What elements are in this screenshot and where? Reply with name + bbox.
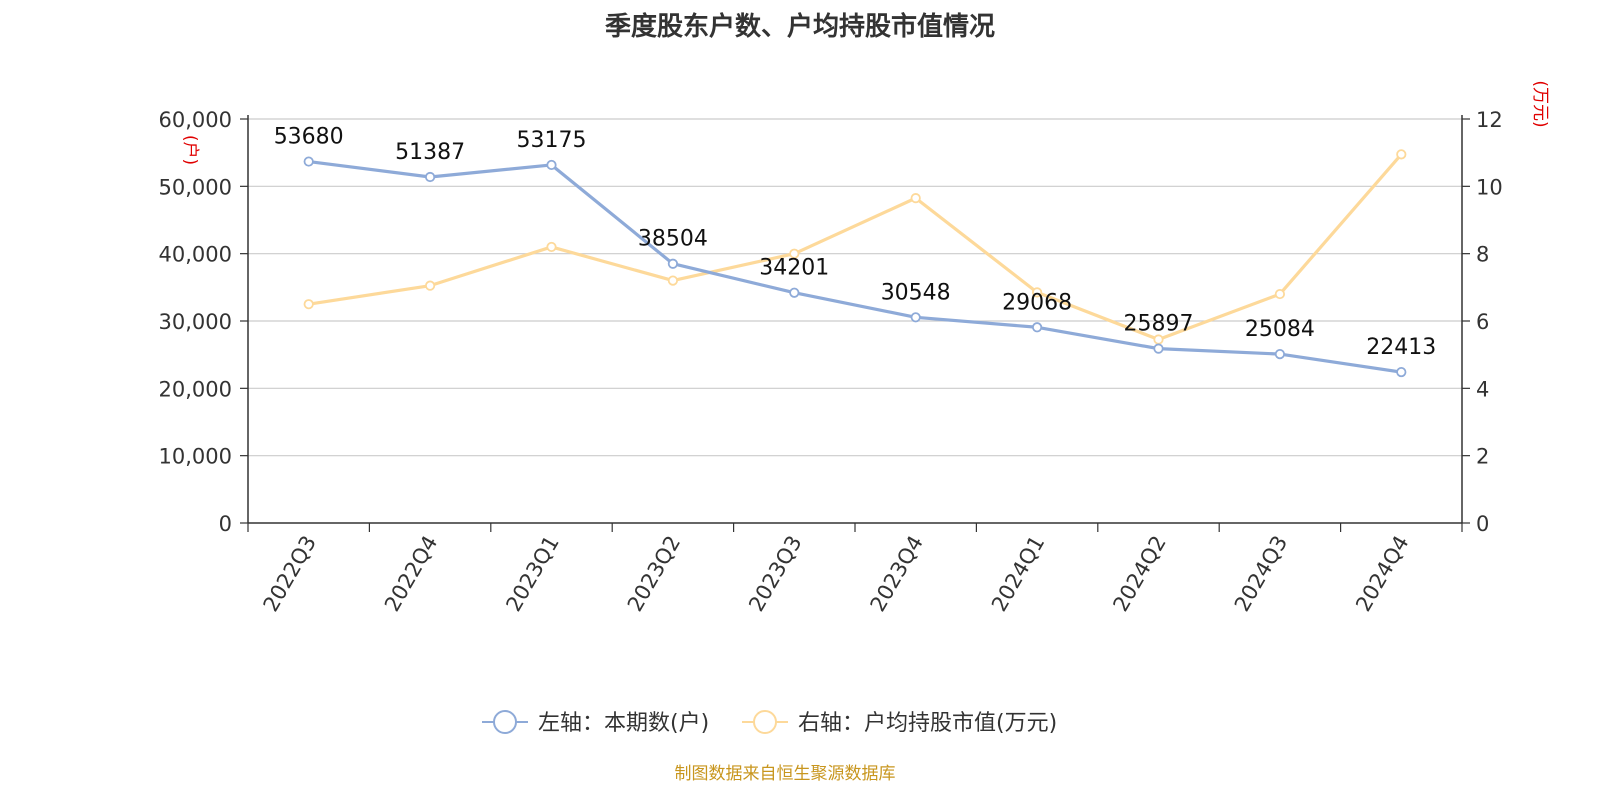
data-point bbox=[1274, 288, 1286, 300]
source-note: 制图数据来自恒生聚源数据库 bbox=[675, 764, 896, 784]
data-point bbox=[789, 287, 800, 298]
data-label: 51387 bbox=[395, 140, 465, 165]
data-point bbox=[303, 156, 314, 167]
data-label: 53175 bbox=[517, 128, 587, 153]
data-point bbox=[789, 248, 800, 259]
x-axis-tick-label: 2022Q3 bbox=[259, 532, 321, 616]
right-axis-tick-label: 12 bbox=[1476, 108, 1503, 132]
left-axis-tick-label: 50,000 bbox=[159, 175, 232, 199]
data-point bbox=[1274, 349, 1286, 360]
right-axis-tick-label: 2 bbox=[1476, 445, 1489, 469]
x-axis-tick-label: 2022Q4 bbox=[380, 532, 442, 616]
left-axis-tick-label: 30,000 bbox=[159, 310, 232, 334]
data-point bbox=[910, 193, 921, 204]
legend-marker-icon bbox=[493, 710, 517, 734]
x-axis-tick-label: 2024Q1 bbox=[987, 532, 1049, 616]
x-axis-tick-label: 2023Q1 bbox=[501, 532, 563, 616]
right-axis-tick-label: 10 bbox=[1476, 175, 1503, 199]
data-point bbox=[303, 299, 314, 310]
data-point bbox=[546, 159, 557, 171]
data-point bbox=[1032, 322, 1043, 333]
left-axis-tick-label: 60,000 bbox=[159, 108, 232, 132]
data-label: 22413 bbox=[1366, 335, 1436, 360]
data-point bbox=[1153, 343, 1164, 354]
x-axis-tick-label: 2024Q2 bbox=[1108, 532, 1170, 616]
left-axis-tick-label: 0 bbox=[219, 512, 232, 536]
data-labels: 53680 51387 53175 38504 34201 30548 29068 25897… bbox=[274, 125, 1437, 361]
data-label: 25084 bbox=[1245, 317, 1315, 342]
data-label: 25897 bbox=[1124, 312, 1194, 337]
data-label: 29068 bbox=[1002, 290, 1072, 315]
left-axis-tick-label: 10,000 bbox=[159, 445, 232, 469]
left-axis-tick-label: 20,000 bbox=[159, 377, 232, 401]
left-axis-tick-label: 40,000 bbox=[159, 243, 232, 267]
data-label: 30548 bbox=[881, 280, 951, 305]
x-axis-tick-label: 2023Q3 bbox=[744, 532, 806, 616]
legend-marker-icon bbox=[753, 710, 777, 734]
grid-lines bbox=[248, 118, 1462, 457]
legend-label: 右轴：户均持股市值(万元) bbox=[798, 711, 1057, 736]
chart-title: 季度股东户数、户均持股市值情况 bbox=[604, 12, 995, 42]
x-axis-tick-label: 2024Q4 bbox=[1351, 532, 1413, 616]
series-line-left bbox=[308, 159, 1402, 374]
right-axis-tick-label: 8 bbox=[1476, 243, 1489, 267]
axes: 0 0 10,000 2 20,000 4 30,000 6 40,000 8 50,000 10 60… bbox=[159, 80, 1550, 615]
right-axis-tick-label: 0 bbox=[1476, 512, 1489, 536]
data-point bbox=[667, 275, 679, 286]
data-point bbox=[546, 241, 557, 253]
data-point bbox=[1396, 366, 1407, 378]
right-axis-tick-label: 6 bbox=[1476, 310, 1489, 334]
x-axis-tick-label: 2023Q4 bbox=[866, 532, 928, 616]
series-line-right bbox=[308, 153, 1403, 342]
data-label: 34201 bbox=[759, 256, 829, 281]
data-label: 38504 bbox=[638, 227, 708, 252]
series-lines bbox=[303, 149, 1407, 378]
data-point bbox=[1396, 149, 1407, 160]
data-point bbox=[910, 312, 921, 323]
right-axis-tick-label: 4 bbox=[1476, 377, 1489, 401]
data-point bbox=[1032, 287, 1043, 298]
data-point bbox=[667, 258, 679, 269]
data-point bbox=[424, 280, 436, 291]
x-axis-tick-label: 2024Q3 bbox=[1230, 532, 1292, 616]
left-axis-unit: (户) bbox=[180, 135, 200, 165]
data-point bbox=[424, 171, 436, 183]
legend: 左轴：本期数(户) 右轴：户均持股市值(万元) bbox=[482, 710, 1057, 736]
legend-label: 左轴：本期数(户) bbox=[538, 711, 709, 736]
data-label: 53680 bbox=[274, 125, 344, 150]
right-axis-unit: (万元) bbox=[1530, 80, 1550, 127]
x-axis-tick-label: 2023Q2 bbox=[623, 532, 685, 616]
